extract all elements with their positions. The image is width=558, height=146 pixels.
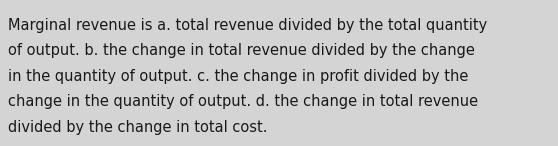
Text: in the quantity of output. c. the change in profit divided by the: in the quantity of output. c. the change… [8, 69, 468, 84]
Text: Marginal revenue is a. total revenue divided by the total quantity: Marginal revenue is a. total revenue div… [8, 18, 487, 33]
Text: divided by the change in total cost.: divided by the change in total cost. [8, 120, 267, 135]
Text: of output. b. the change in total revenue divided by the change: of output. b. the change in total revenu… [8, 43, 475, 58]
Text: change in the quantity of output. d. the change in total revenue: change in the quantity of output. d. the… [8, 94, 478, 109]
